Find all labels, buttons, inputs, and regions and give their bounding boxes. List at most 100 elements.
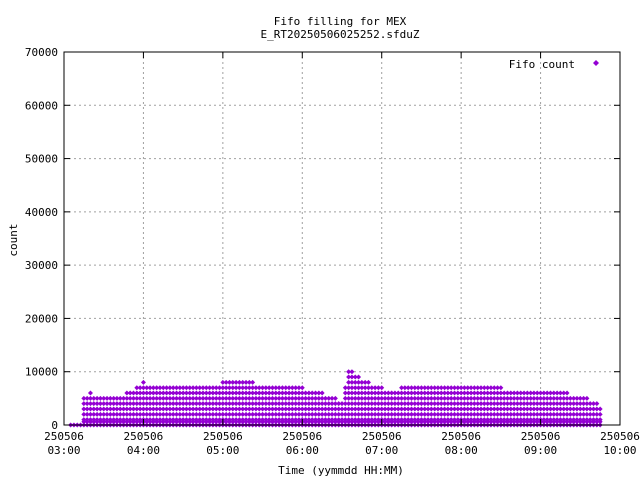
fifo-count-point [531, 406, 537, 412]
fifo-count-point [250, 390, 256, 396]
fifo-count-point [362, 385, 368, 391]
fifo-count-point [488, 406, 494, 412]
fifo-count-point [412, 401, 418, 407]
fifo-count-point [217, 419, 223, 425]
fifo-count-point [514, 401, 520, 407]
fifo-count-point [346, 369, 352, 375]
fifo-count-point [207, 419, 213, 425]
fifo-count-point [117, 411, 123, 417]
fifo-count-point [236, 395, 242, 401]
fifo-count-point [554, 395, 560, 401]
fifo-count-point [339, 419, 345, 425]
fifo-count-point [279, 406, 285, 412]
fifo-count-point [220, 411, 226, 417]
fifo-count-point [409, 395, 414, 401]
fifo-count-point [508, 401, 514, 407]
fifo-count-point [425, 419, 431, 425]
fifo-count-point [279, 395, 285, 401]
y-tick-label: 10000 [25, 366, 58, 379]
fifo-count-point [233, 390, 239, 396]
fifo-count-point [382, 390, 388, 396]
fifo-count-point [422, 406, 428, 412]
fifo-count-point [283, 385, 289, 391]
fifo-count-point [511, 411, 517, 417]
fifo-count-point [246, 390, 252, 396]
fifo-count-point [554, 406, 560, 412]
fifo-count-point [270, 395, 275, 401]
fifo-count-point [309, 401, 315, 407]
fifo-count-point [243, 385, 249, 391]
fifo-count-point [316, 390, 322, 396]
fifo-count-point [544, 390, 550, 396]
fifo-count-point [428, 411, 434, 417]
fifo-count-point [458, 390, 464, 396]
fifo-count-point [369, 419, 375, 425]
fifo-count-point [452, 385, 458, 391]
fifo-count-point [471, 406, 477, 412]
fifo-count-point [432, 385, 438, 391]
fifo-count-point [233, 401, 239, 407]
fifo-count-point [392, 401, 398, 407]
fifo-count-point [445, 395, 451, 401]
fifo-count-point [240, 385, 246, 391]
fifo-count-point [127, 395, 133, 401]
fifo-count-point [498, 406, 504, 412]
fifo-count-point [571, 401, 577, 407]
fifo-count-point [210, 411, 216, 417]
x-tick-time: 07:00 [365, 444, 398, 457]
fifo-count-point [538, 406, 544, 412]
fifo-count-point [114, 411, 120, 417]
fifo-count-point [455, 395, 461, 401]
fifo-count-point [329, 395, 335, 401]
fifo-count-point [382, 411, 388, 417]
fifo-count-point [223, 385, 229, 391]
fifo-count-point [352, 406, 358, 412]
fifo-count-point [504, 390, 510, 396]
fifo-count-point [167, 406, 173, 412]
fifo-count-point [438, 385, 444, 391]
fifo-count-point [114, 406, 120, 412]
fifo-count-point [236, 406, 242, 412]
y-tick-label: 50000 [25, 153, 58, 166]
fifo-count-point [160, 419, 166, 425]
x-tick-time: 09:00 [524, 444, 557, 457]
fifo-count-point [342, 419, 348, 425]
fifo-count-point [571, 395, 577, 401]
fifo-count-point [392, 395, 398, 401]
fifo-count-point [240, 406, 246, 412]
fifo-count-point [352, 390, 358, 396]
fifo-count-point [253, 401, 259, 407]
fifo-count-point [193, 411, 199, 417]
fifo-count-point [435, 385, 441, 391]
fifo-count-point [180, 406, 186, 412]
fifo-count-point [220, 395, 226, 401]
fifo-count-point [422, 390, 428, 396]
fifo-count-point [577, 406, 583, 412]
fifo-count-point [174, 385, 180, 391]
fifo-count-point [452, 395, 458, 401]
fifo-count-point [438, 419, 444, 425]
fifo-count-point [399, 385, 405, 391]
fifo-count-point [190, 406, 196, 412]
fifo-count-point [405, 419, 411, 425]
fifo-count-point [140, 406, 146, 412]
fifo-count-point [425, 390, 431, 396]
fifo-count-point [154, 401, 160, 407]
fifo-count-point [256, 390, 262, 396]
fifo-count-point [425, 411, 431, 417]
fifo-count-point [548, 401, 553, 407]
fifo-count-point [296, 401, 302, 407]
fifo-count-point [240, 401, 246, 407]
fifo-count-point [581, 401, 587, 407]
fifo-count-point [200, 385, 206, 391]
fifo-count-point [144, 385, 150, 391]
fifo-count-point [197, 419, 203, 425]
fifo-count-point [127, 401, 133, 407]
fifo-count-point [504, 411, 510, 417]
fifo-count-point [81, 411, 87, 417]
fifo-count-point [491, 419, 497, 425]
fifo-count-point [256, 406, 262, 412]
fifo-count-point [326, 395, 332, 401]
fifo-count-point [276, 390, 282, 396]
fifo-count-point [144, 401, 150, 407]
